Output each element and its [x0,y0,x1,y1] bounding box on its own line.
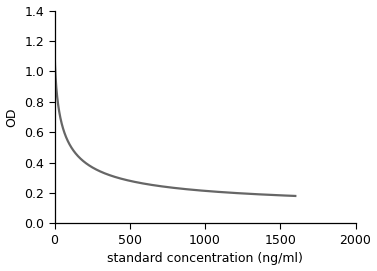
X-axis label: standard concentration (ng/ml): standard concentration (ng/ml) [107,253,303,265]
Y-axis label: OD: OD [6,107,18,127]
